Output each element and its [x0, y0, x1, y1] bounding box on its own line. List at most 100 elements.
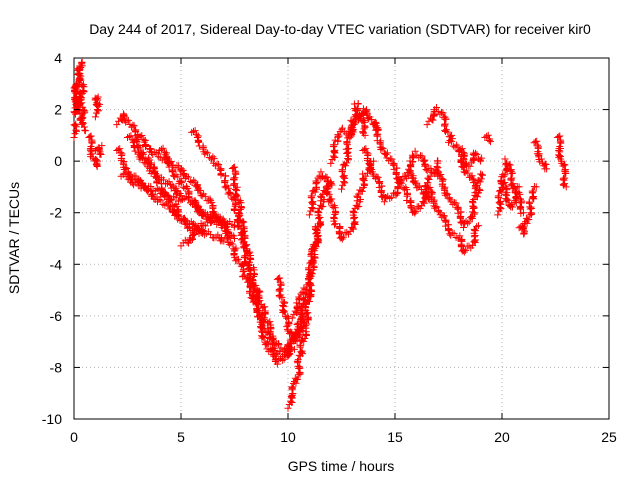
- data-point: [204, 149, 212, 157]
- data-point: [307, 270, 315, 278]
- data-point: [225, 241, 233, 249]
- data-point: [243, 247, 251, 255]
- data-point: [295, 328, 303, 336]
- data-point: [140, 159, 148, 167]
- data-point: [496, 198, 504, 206]
- data-point: [433, 167, 441, 175]
- data-point: [477, 170, 485, 178]
- data-point: [531, 138, 539, 146]
- data-point: [449, 142, 457, 150]
- data-point: [124, 116, 132, 124]
- data-point: [145, 160, 153, 168]
- data-point: [346, 134, 354, 142]
- y-axis-ticks: -10 -8 -6 -4 -2 0 2 4: [42, 50, 609, 427]
- data-point: [179, 183, 187, 191]
- data-point: [495, 192, 503, 200]
- data-point: [439, 212, 447, 220]
- data-point: [120, 112, 128, 120]
- data-point: [470, 195, 478, 203]
- y-tick-label: -10: [42, 411, 62, 427]
- data-point: [227, 239, 235, 247]
- x-axis-label: GPS time / hours: [288, 458, 395, 474]
- data-point: [138, 132, 146, 140]
- data-point: [500, 179, 508, 187]
- data-point: [273, 360, 281, 368]
- data-point: [338, 124, 346, 132]
- data-point: [238, 219, 246, 227]
- data-point: [300, 337, 308, 345]
- data-point: [343, 139, 351, 147]
- y-tick-label: 2: [54, 102, 62, 118]
- data-point: [427, 165, 435, 173]
- data-point: [187, 236, 195, 244]
- data-point: [349, 117, 357, 125]
- data-point: [363, 149, 371, 157]
- data-point: [415, 203, 423, 211]
- data-point: [435, 207, 443, 215]
- data-point: [228, 240, 236, 248]
- data-point: [285, 342, 293, 350]
- data-point: [361, 131, 369, 139]
- data-point: [542, 160, 550, 168]
- data-point: [425, 117, 433, 125]
- data-point: [175, 162, 183, 170]
- data-point: [426, 183, 434, 191]
- data-point: [258, 316, 266, 324]
- data-point: [190, 176, 198, 184]
- data-point: [160, 176, 168, 184]
- data-point: [432, 202, 440, 210]
- data-point: [146, 145, 154, 153]
- data-point: [243, 260, 251, 268]
- data-point: [264, 340, 272, 348]
- data-point: [231, 169, 239, 177]
- data-point: [165, 178, 173, 186]
- data-point: [529, 187, 537, 195]
- data-point: [436, 110, 444, 118]
- data-point: [130, 143, 138, 151]
- data-point: [298, 349, 306, 357]
- data-point: [163, 191, 171, 199]
- data-point: [231, 180, 239, 188]
- data-point: [331, 220, 339, 228]
- data-point: [418, 152, 426, 160]
- data-point: [121, 169, 129, 177]
- data-point: [81, 126, 89, 134]
- data-point: [367, 115, 375, 123]
- data-point: [78, 59, 86, 67]
- data-point: [280, 355, 288, 363]
- data-point: [88, 138, 96, 146]
- data-point: [260, 334, 268, 342]
- data-point: [129, 139, 137, 147]
- data-point: [355, 111, 363, 119]
- data-point: [188, 128, 196, 136]
- data-point: [202, 148, 210, 156]
- data-point: [402, 172, 410, 180]
- data-point: [113, 121, 121, 129]
- data-point: [398, 179, 406, 187]
- data-point: [555, 153, 563, 161]
- data-point: [290, 334, 298, 342]
- data-point: [236, 206, 244, 214]
- x-tick-label: 20: [494, 429, 510, 445]
- data-point: [230, 164, 238, 172]
- data-point: [474, 222, 482, 230]
- data-point: [236, 212, 244, 220]
- data-point: [208, 218, 216, 226]
- data-point: [81, 127, 89, 135]
- data-point: [168, 181, 176, 189]
- data-point: [561, 180, 569, 188]
- data-point: [246, 269, 254, 277]
- data-point: [158, 185, 166, 193]
- data-point: [195, 138, 203, 145]
- data-point: [449, 200, 457, 208]
- data-point: [287, 397, 295, 405]
- data-point: [189, 127, 197, 135]
- data-point: [96, 150, 104, 158]
- data-point: [516, 205, 524, 213]
- data-point: [300, 290, 308, 298]
- data-point: [174, 210, 182, 218]
- data-point: [373, 173, 381, 181]
- data-point: [470, 203, 478, 211]
- data-point: [223, 222, 231, 230]
- data-point: [403, 186, 411, 194]
